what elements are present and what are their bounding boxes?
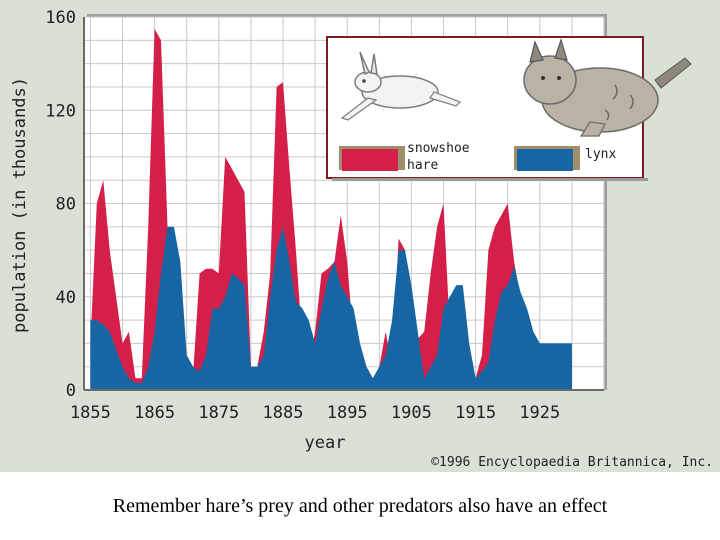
x-tick-label: 1895: [327, 403, 368, 423]
hare-icon: [340, 51, 462, 121]
x-tick-label: 1855: [70, 403, 111, 423]
hare-legend-label-1: snowshoe: [407, 141, 470, 156]
x-axis-title: year: [305, 433, 346, 453]
legend: snowshoe hare lynx: [326, 36, 692, 181]
y-tick-labels: 0 40 80 120 160: [45, 8, 76, 401]
hare-series-area: [90, 28, 572, 390]
copyright-notice: ©1996 Encyclopaedia Britannica, Inc.: [431, 455, 713, 470]
hare-swatch: [342, 149, 398, 171]
y-tick-label: 80: [56, 195, 76, 215]
caption: Remember hare’s prey and other predators…: [112, 494, 608, 517]
y-tick-label: 0: [66, 381, 76, 401]
legend-shadow: [332, 178, 648, 181]
x-tick-label: 1915: [455, 403, 496, 423]
x-tick-label: 1875: [198, 403, 239, 423]
lynx-icon: [523, 38, 692, 137]
y-tick-label: 120: [45, 101, 76, 121]
lynx-swatch: [517, 149, 573, 171]
chart-figure: 0 40 80 120 160 1855 1865 1875 1885 1895 1905 1915…: [0, 0, 720, 472]
hare-legend-label-2: hare: [407, 158, 438, 173]
x-tick-label: 1925: [519, 403, 560, 423]
x-tick-labels: 1855 1865 1875 1885 1895 1905 1915 1925: [70, 403, 560, 423]
y-axis-title: population (in thousands): [10, 77, 30, 333]
lynx-series-area: [90, 226, 572, 390]
x-tick-label: 1905: [391, 403, 432, 423]
lynx-legend-label: lynx: [585, 147, 616, 162]
y-tick-label: 160: [45, 8, 76, 28]
x-tick-label: 1885: [263, 403, 304, 423]
population-chart: 0 40 80 120 160 1855 1865 1875 1885 1895 1905 1915…: [10, 8, 713, 470]
x-tick-label: 1865: [134, 403, 175, 423]
y-tick-label: 40: [56, 288, 76, 308]
